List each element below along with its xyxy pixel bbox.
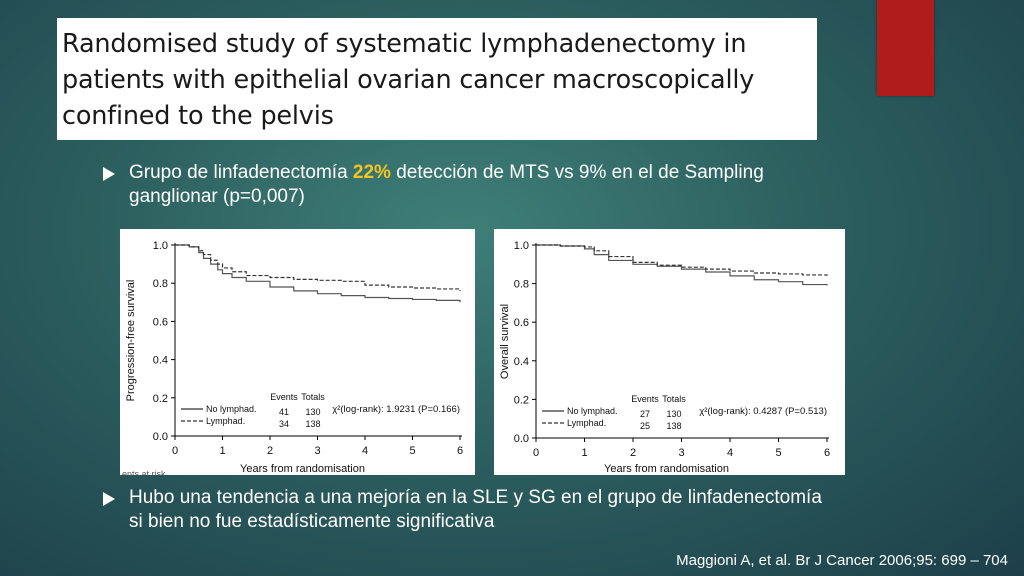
x-tick-label: 5: [409, 445, 415, 457]
legend-header-totals: Totals: [301, 392, 325, 402]
x-tick-label: 0: [533, 447, 539, 459]
series-line-lymphad: [536, 244, 828, 276]
y-tick-label: 0.6: [514, 317, 529, 329]
os-chart: 0.0 0.2 0.4 0.6 0.8 1.0 0 1 2 3 4 5 6 Overall surviva…: [494, 229, 845, 475]
bullet-1-highlight: 22%: [352, 162, 391, 183]
triangle-bullet-icon: [103, 492, 115, 506]
x-axis-label: Years from randomisation: [240, 463, 365, 475]
bullet-2: Hubo una tendencia a una mejoría en la S…: [103, 486, 823, 534]
y-tick-label: 0.2: [514, 394, 529, 406]
bullet-1-pre: Grupo de linfadenectomía: [129, 162, 353, 183]
logrank-stat: χ²(log-rank): 0.4287 (P=0.513): [699, 406, 827, 417]
x-tick-label: 0: [172, 445, 178, 457]
pfs-chart-svg: 0.00.20.40.60.81.00 1 2 3 4 5 6Progression-fre…: [122, 240, 463, 475]
legend-events: 27: [640, 409, 650, 419]
os-chart-svg: 0.0 0.2 0.4 0.6 0.8 1.0 0 1 2 3 4 5 6 Overall surviva…: [499, 240, 830, 475]
slide-title: Randomised study of systematic lymphaden…: [62, 29, 755, 131]
triangle-bullet-icon: [103, 167, 115, 181]
y-tick-label: 0.4: [514, 356, 529, 368]
legend-events: 41: [279, 407, 289, 417]
legend-series-name: No lymphad.: [206, 404, 257, 414]
at-risk-fragment: ents at risk: [122, 469, 166, 475]
legend-series-name: Lymphad.: [567, 418, 606, 428]
citation: Maggioni A, et al. Br J Cancer 2006;95: …: [676, 552, 1008, 569]
y-tick-label: 0.0: [153, 431, 168, 443]
title-banner: Randomised study of systematic lymphaden…: [57, 18, 817, 140]
legend-header-events: Events: [270, 392, 298, 402]
x-tick-label: 6: [457, 445, 463, 457]
y-tick-label: 1.0: [514, 240, 529, 252]
legend-header-events: Events: [631, 394, 659, 404]
legend-totals: 130: [666, 409, 681, 419]
x-tick-label: 4: [727, 447, 733, 459]
x-tick-label: 4: [362, 445, 368, 457]
y-tick-label: 0.8: [514, 279, 529, 291]
y-tick-label: 1.0: [153, 240, 168, 252]
x-axis-label: Years from randomisation: [604, 463, 729, 475]
legend-events: 34: [279, 419, 289, 429]
bullet-1: Grupo de linfadenectomía 22% detección d…: [103, 161, 823, 209]
legend-totals: 138: [305, 419, 320, 429]
y-tick-label: 0.8: [153, 278, 168, 290]
x-tick-label: 6: [824, 447, 830, 459]
x-tick-label: 3: [314, 445, 320, 457]
y-axis-label: Progression-free survival: [125, 280, 137, 402]
series-line-no-lymphad: [536, 244, 828, 286]
series-line-lymphad: [175, 244, 461, 291]
bullet-1-post: detección de MTS vs 9% en el de Sampling…: [129, 162, 764, 207]
bullet-2-text: Hubo una tendencia a una mejoría en la S…: [129, 487, 822, 532]
y-tick-label: 0.0: [514, 433, 529, 445]
legend-totals: 130: [305, 407, 320, 417]
pfs-chart: 0.0 0.2 0.4 0.6 0.8 1.0 0 1 2 3 4 5 6 Progression-fre…: [120, 229, 475, 475]
series-line-no-lymphad: [175, 244, 461, 303]
legend-series-name: No lymphad.: [567, 406, 618, 416]
logrank-stat: χ²(log-rank): 1.9231 (P=0.166): [332, 404, 460, 415]
x-tick-label: 1: [581, 447, 587, 459]
x-tick-label: 3: [678, 447, 684, 459]
red-accent-tab: [877, 0, 934, 96]
y-tick-label: 0.4: [153, 355, 168, 367]
y-axis-label: Overall survival: [499, 304, 511, 379]
x-tick-label: 1: [219, 445, 225, 457]
legend-events: 25: [640, 421, 650, 431]
y-tick-label: 0.6: [153, 316, 168, 328]
x-tick-label: 2: [630, 447, 636, 459]
legend-header-totals: Totals: [662, 394, 686, 404]
legend-series-name: Lymphad.: [206, 416, 245, 426]
legend-totals: 138: [666, 421, 681, 431]
x-tick-label: 5: [775, 447, 781, 459]
x-tick-label: 2: [267, 445, 273, 457]
y-tick-label: 0.2: [153, 393, 168, 405]
